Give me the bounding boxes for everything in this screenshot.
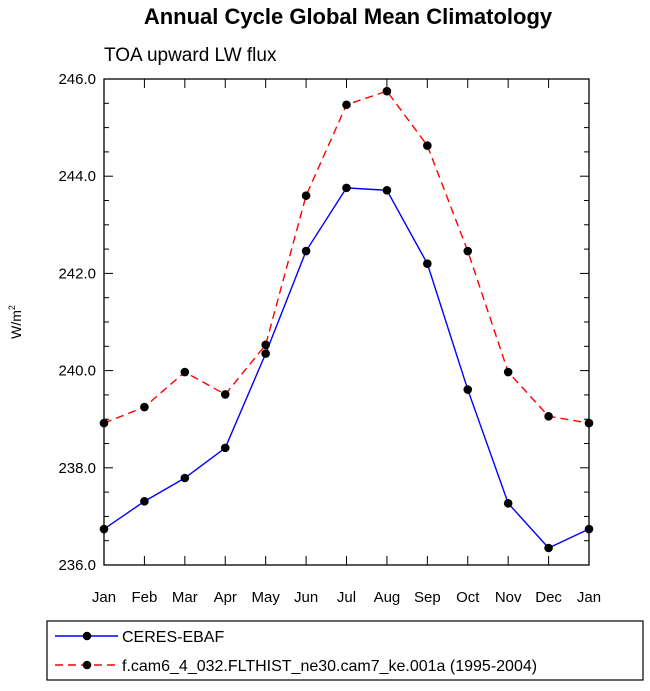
legend: CERES-EBAF f.cam6_4_032.FLTHIST_ne30.cam7… — [46, 620, 644, 681]
series-2-point — [503, 367, 513, 377]
axis-ticks — [103, 78, 590, 566]
series-2-point — [220, 390, 230, 399]
y-tick-label: 244.0 — [58, 168, 96, 185]
series-line-1 — [103, 187, 590, 549]
series-line-2 — [103, 90, 590, 424]
x-tick-label: Feb — [131, 589, 157, 606]
series-2-point — [463, 246, 473, 256]
legend-marker-2 — [82, 660, 92, 670]
x-tick-label: Nov — [495, 589, 522, 606]
chart-title: Annual Cycle Global Mean Climatology — [144, 4, 553, 29]
y-tick-labels: 236.0 238.0 240.0 242.0 244.0 246.0 — [58, 71, 96, 574]
chart-subtitle: TOA upward LW flux — [104, 45, 277, 66]
legend-box — [46, 620, 644, 681]
series-1-point — [503, 498, 513, 508]
x-tick-label: Mar — [172, 589, 198, 606]
x-tick-label: Jan — [577, 589, 601, 606]
series-1-point — [220, 443, 230, 453]
series-1-point — [382, 185, 392, 195]
y-tick-label: 238.0 — [58, 460, 96, 477]
series-1-point — [544, 543, 553, 553]
plot-frame — [103, 78, 590, 566]
series-1-point — [180, 473, 190, 483]
series-2-point — [140, 402, 149, 412]
series-1-point — [342, 183, 351, 193]
y-tick-label: 242.0 — [58, 265, 96, 282]
x-tick-label: Aug — [374, 589, 401, 606]
y-tick-label: 236.0 — [58, 557, 96, 574]
series-2-point — [342, 100, 351, 110]
x-tick-label: Apr — [214, 589, 237, 606]
y-tick-label: 246.0 — [58, 71, 96, 88]
x-tick-label: May — [251, 589, 280, 606]
x-tick-label: Jun — [294, 589, 318, 606]
series-1-point — [301, 246, 311, 256]
series-layer — [99, 86, 594, 553]
series-1-point — [261, 349, 270, 358]
x-tick-label: Oct — [456, 589, 480, 606]
series-2-point — [423, 141, 432, 150]
x-tick-label: Jan — [92, 589, 116, 606]
x-tick-label: Jul — [337, 589, 356, 606]
y-axis-label: W/m2 — [7, 305, 24, 339]
series-1-point — [423, 259, 432, 268]
series-2-point — [544, 411, 553, 421]
legend-marker-1 — [82, 631, 92, 641]
x-tick-label: Dec — [535, 589, 562, 606]
series-2-point — [180, 367, 190, 377]
x-tick-labels: Jan Feb Mar Apr May Jun Jul Aug Sep Oct Nov Dec Jan — [92, 589, 601, 606]
series-2-point — [261, 340, 270, 350]
y-tick-label: 240.0 — [58, 363, 96, 380]
x-tick-label: Sep — [414, 589, 441, 606]
series-1-point — [463, 385, 473, 394]
series-2-point — [382, 86, 392, 96]
series-2-point — [301, 191, 311, 200]
series-1-point — [140, 497, 149, 506]
legend-label-1: CERES-EBAF — [122, 629, 224, 646]
legend-label-2: f.cam6_4_032.FLTHIST_ne30.cam7_ke.001a (… — [122, 658, 537, 675]
